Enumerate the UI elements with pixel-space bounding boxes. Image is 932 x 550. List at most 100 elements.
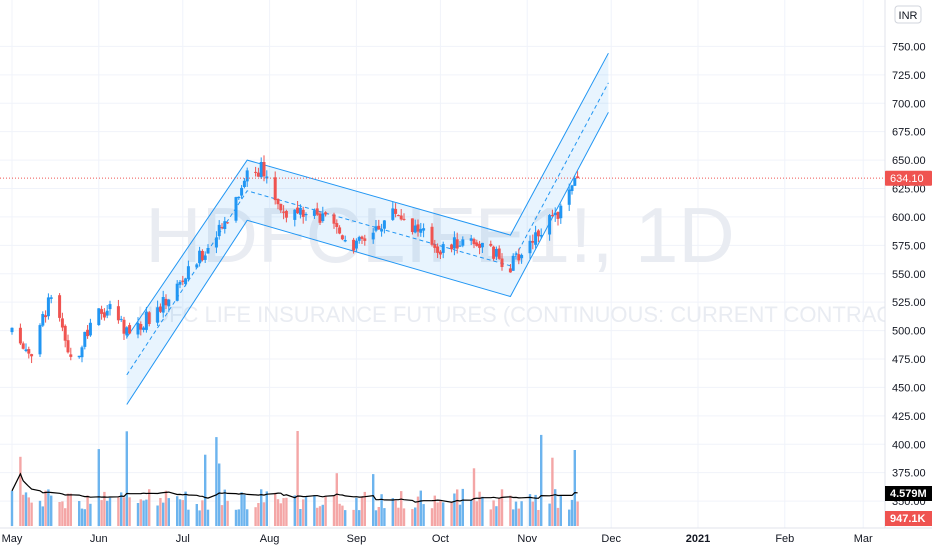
candle-body [226, 222, 230, 224]
volume-bar [559, 495, 562, 526]
volume-bar [422, 504, 425, 526]
candle-body [335, 223, 339, 227]
volume-bar [531, 501, 534, 526]
volume-bar [576, 501, 579, 526]
volume-bar [240, 492, 243, 526]
volume-bar [47, 489, 50, 526]
volume-bar [237, 509, 240, 526]
volume-bar [344, 510, 347, 526]
candle-body [184, 278, 188, 285]
volume-bar [419, 490, 422, 526]
volume-bar [78, 501, 81, 526]
volume-bar [215, 437, 218, 526]
volume-bar [276, 499, 280, 526]
volume-bar [332, 495, 336, 526]
candle-body [102, 312, 106, 318]
candle-body [497, 248, 501, 259]
price-axis[interactable]: 350.00375.00400.00425.00450.00475.00500.… [892, 41, 926, 508]
candle-body [312, 210, 316, 216]
volume-bar [500, 489, 504, 526]
volume-bar [433, 495, 436, 526]
volume-last-label: 947.1K [890, 513, 926, 525]
candle-body [41, 314, 45, 326]
candle-body [167, 299, 171, 307]
candle-body [125, 327, 129, 336]
volume-bar [489, 509, 492, 526]
candle-body [489, 243, 493, 246]
volume-bar [302, 499, 305, 526]
time-tick-label: Oct [432, 533, 449, 545]
volume-bar [201, 500, 204, 526]
candle-body [517, 254, 521, 261]
volume-bars [10, 431, 579, 526]
volume-bar [512, 509, 515, 526]
candle-body [284, 211, 288, 218]
candle-body [419, 228, 423, 233]
candle-body [324, 212, 328, 215]
volume-bar [69, 493, 72, 526]
volume-bar [534, 494, 537, 526]
candle-body [265, 176, 269, 179]
currency-button-frame[interactable] [894, 5, 922, 24]
candle-body [528, 240, 532, 254]
candle-body [436, 246, 440, 253]
candle-body [553, 212, 557, 216]
time-tick-label: Jun [90, 533, 108, 545]
volume-bar [304, 497, 308, 526]
time-axis[interactable]: May Jun Jul Aug Sep Oct Nov Dec 2021 Feb Mar [2, 533, 873, 545]
volume-bar [61, 501, 64, 526]
candle-body [116, 306, 120, 321]
candle-body [352, 239, 356, 251]
price-tick-label: 625.00 [892, 184, 926, 196]
volume-bar [551, 457, 554, 526]
volume-bar [324, 496, 327, 526]
candle-body [391, 208, 395, 220]
time-tick-label: Nov [517, 533, 537, 545]
volume-bar [400, 491, 403, 526]
price-tick-label: 550.00 [892, 269, 926, 281]
volume-bar [318, 506, 322, 526]
volume-bar [64, 508, 67, 526]
candle-body [175, 283, 179, 301]
trend-channel[interactable] [126, 52, 609, 405]
volume-bar [254, 507, 257, 526]
candles [10, 155, 580, 364]
volume-bar [136, 503, 140, 526]
currency-button[interactable]: INR [894, 5, 922, 24]
price-tick-label: 450.00 [892, 382, 926, 394]
candle-body [105, 310, 109, 316]
volume-bar [514, 501, 518, 526]
volume-bar [570, 499, 574, 526]
candle-body [567, 189, 571, 205]
volume-last-badge-background [885, 511, 932, 526]
candle-body [147, 312, 151, 324]
volume-bar [391, 498, 394, 526]
volume-bar [363, 491, 366, 526]
volume-bar [22, 494, 25, 526]
candle-body [178, 281, 182, 285]
volume-bar [472, 468, 476, 526]
volume-bar [106, 500, 109, 526]
volume-bar [279, 503, 282, 526]
volume-bar [226, 500, 229, 526]
candle-body [77, 355, 81, 358]
candle-body [214, 237, 218, 248]
volume-bar [274, 492, 277, 526]
candle-body [156, 307, 160, 323]
volume-bar [220, 505, 224, 526]
volume-bar [89, 503, 92, 526]
volume-bar [162, 502, 165, 526]
candle-body [10, 327, 14, 333]
volume-bar [178, 499, 182, 526]
volume-bar [24, 492, 28, 526]
time-tick-label: 2021 [686, 533, 710, 545]
last-price-badge-background [885, 170, 932, 186]
volume-bar [377, 507, 380, 526]
candle-body [108, 304, 112, 310]
candle-body [220, 227, 224, 229]
volume-bar [204, 454, 207, 526]
candle-body [338, 227, 342, 234]
candle-body [24, 349, 28, 351]
candle-body [30, 354, 34, 357]
